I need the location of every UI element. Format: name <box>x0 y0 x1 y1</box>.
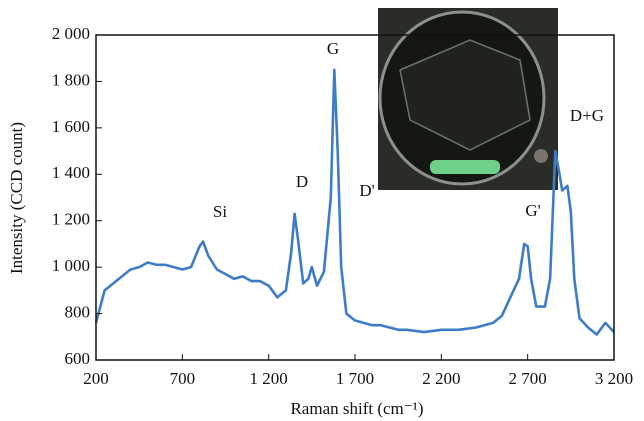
x-tick-label: 2 200 <box>422 369 460 388</box>
x-tick-label: 3 200 <box>595 369 633 388</box>
annotation: G <box>327 39 339 58</box>
y-tick-label: 1 200 <box>52 210 90 229</box>
annotation: D' <box>359 181 374 200</box>
line-series <box>94 68 615 336</box>
y-axis-label: Intensity (CCD count) <box>7 122 26 274</box>
annotation: G' <box>525 201 540 220</box>
x-tick-label: 700 <box>170 369 196 388</box>
inset-photo <box>378 8 558 190</box>
y-tick-label: 1 800 <box>52 70 90 89</box>
annotation: D <box>296 172 308 191</box>
photo-sample <box>399 39 531 151</box>
annotation: Si <box>213 202 227 221</box>
y-tick-label: 1 400 <box>52 163 90 182</box>
y-tick-label: 1 600 <box>52 117 90 136</box>
y-tick-label: 2 000 <box>52 24 90 43</box>
photo-spot <box>534 149 548 163</box>
x-tick-label: 1 200 <box>250 369 288 388</box>
y-tick-label: 800 <box>65 302 91 321</box>
x-tick-label: 2 700 <box>509 369 547 388</box>
y-tick-label: 1 000 <box>52 256 90 275</box>
y-tick-label: 600 <box>65 349 91 368</box>
x-axis-label: Raman shift (cm⁻¹) <box>290 399 423 418</box>
x-tick-label: 200 <box>83 369 109 388</box>
annotation: D+G <box>570 106 604 125</box>
photo-label <box>430 160 500 174</box>
x-tick-label: 1 700 <box>336 369 374 388</box>
